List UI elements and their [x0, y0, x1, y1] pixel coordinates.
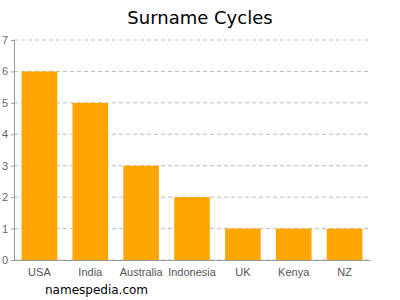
y-tick: 5 — [2, 97, 14, 109]
x-tick: NZ — [337, 260, 352, 278]
bar — [225, 229, 261, 260]
y-tick: 3 — [2, 160, 14, 172]
y-tick-mark — [11, 71, 14, 72]
y-tick: 6 — [2, 65, 14, 77]
grid-line — [14, 40, 370, 41]
y-tick-mark — [11, 260, 14, 261]
plot: 0 1 2 3 4 5 6 7 USA India Australia Indonesia UK Keny… — [2, 34, 371, 278]
grid-line — [14, 134, 370, 135]
y-tick: 1 — [2, 223, 14, 235]
x-tick-label: UK — [235, 266, 251, 278]
x-tick-label: NZ — [337, 266, 352, 278]
grid-line — [14, 165, 370, 166]
bar — [327, 229, 363, 260]
bar — [174, 197, 210, 260]
annotation: namespedia.com — [45, 283, 148, 297]
x-tick-label: Australia — [120, 266, 164, 278]
title: Surname Cycles — [127, 7, 272, 28]
y-tick-label: 6 — [2, 65, 8, 77]
grid — [14, 40, 370, 260]
x-tick-label: USA — [28, 266, 51, 278]
bar — [123, 166, 159, 260]
y-tick: 4 — [2, 128, 14, 140]
grid-line — [14, 102, 370, 103]
x-axis-line — [15, 260, 371, 261]
bars — [22, 71, 363, 260]
y-axis-line — [11, 41, 15, 261]
x-tick: UK — [235, 260, 251, 278]
x-tick: India — [78, 260, 103, 278]
x-tick: Kenya — [278, 260, 310, 278]
grid-line — [14, 71, 370, 72]
y-tick-mark — [11, 103, 14, 104]
bar — [276, 229, 312, 260]
x-tick-label: Kenya — [278, 266, 310, 278]
y-tick-label: 0 — [2, 254, 8, 266]
y-tick-label: 5 — [2, 97, 8, 109]
y-tick-label: 2 — [2, 191, 8, 203]
x-tick: Australia — [120, 260, 164, 278]
bar — [22, 71, 58, 260]
y-tick-mark — [11, 134, 14, 135]
x-tick: USA — [28, 260, 51, 278]
y-tick: 7 — [2, 34, 14, 46]
x-axis: USA India Australia Indonesia UK Kenya NZ — [15, 260, 371, 278]
x-tick-label: Indonesia — [168, 266, 217, 278]
y-tick-mark — [11, 166, 14, 167]
chart: 0 1 2 3 4 5 6 7 USA India Australia Indonesia UK Keny… — [0, 0, 400, 300]
y-tick-label: 4 — [2, 128, 8, 140]
y-tick-mark — [11, 40, 14, 41]
y-tick-label: 7 — [2, 34, 8, 46]
y-tick-mark — [11, 229, 14, 230]
y-tick: 0 — [2, 254, 14, 266]
y-axis: 0 1 2 3 4 5 6 7 — [2, 34, 15, 266]
y-tick: 2 — [2, 191, 14, 203]
y-tick-label: 3 — [2, 160, 8, 172]
y-tick-mark — [11, 197, 14, 198]
x-tick-label: India — [78, 266, 103, 278]
bar — [72, 103, 108, 260]
x-tick: Indonesia — [168, 260, 217, 278]
y-tick-label: 1 — [2, 223, 8, 235]
